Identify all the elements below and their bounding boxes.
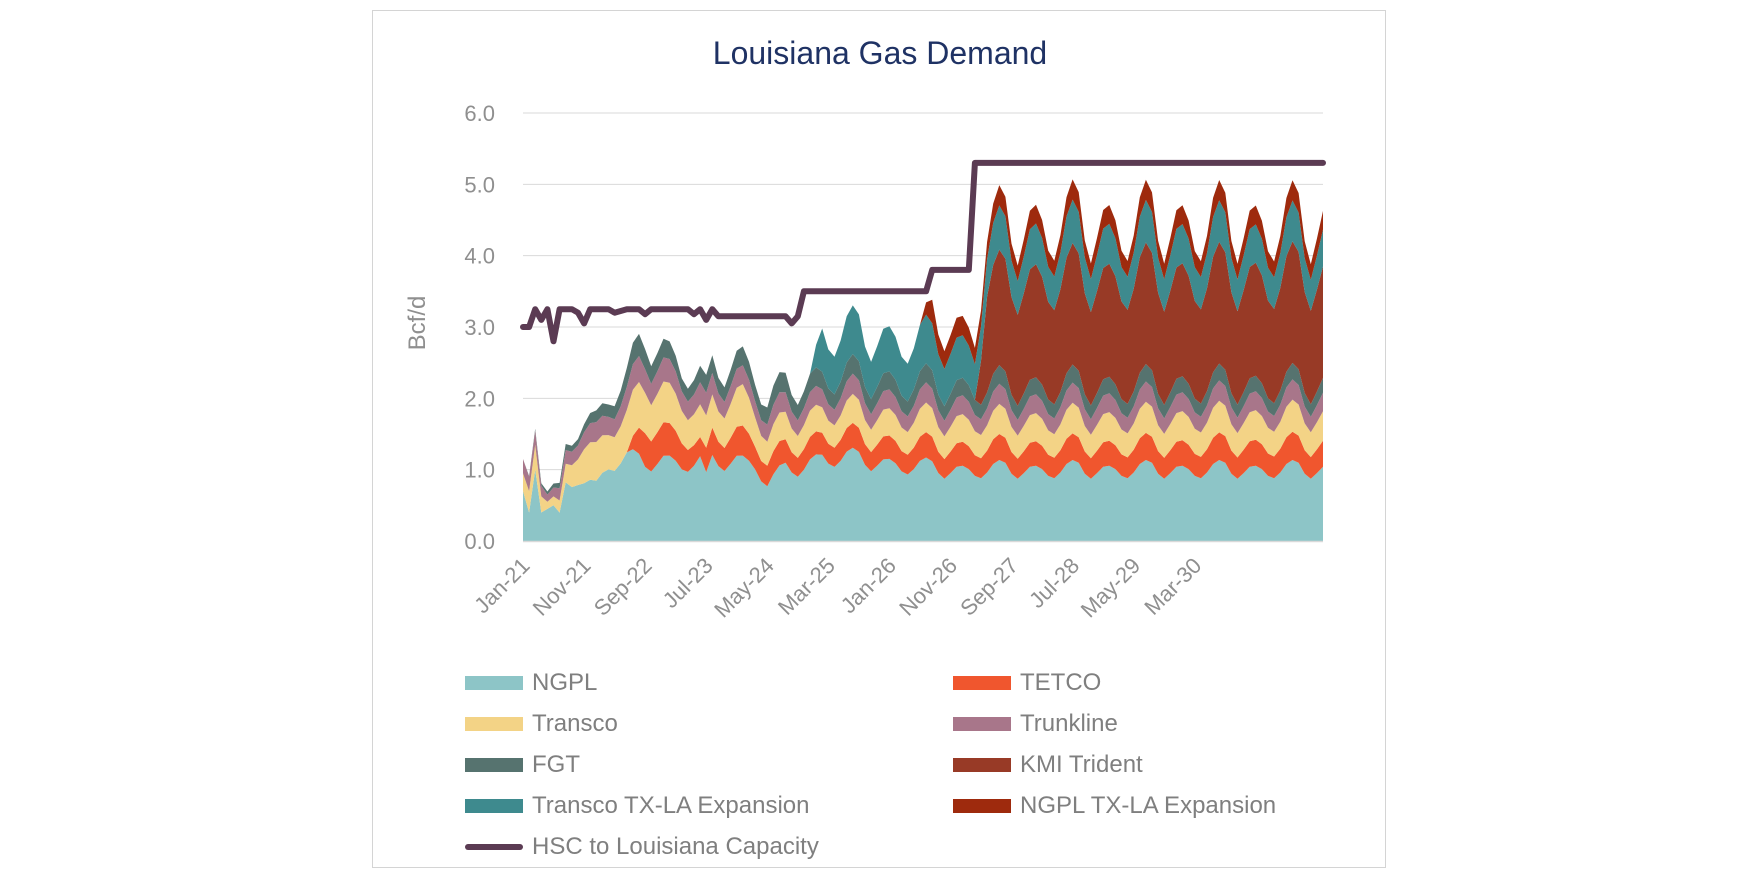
legend-swatch: [953, 758, 1011, 772]
legend-swatch: [465, 717, 523, 731]
chart: Louisiana Gas Demand 0.0 1.0 2.0 3.0 4.0 5.0 6…: [404, 35, 1326, 623]
legend-label: FGT: [532, 751, 580, 778]
legend-label: Transco TX-LA Expansion: [532, 792, 810, 819]
capacity-line: [520, 159, 1326, 345]
legend-item: NGPL TX-LA Expansion: [953, 792, 1276, 820]
legend-label: KMI Trident: [1020, 751, 1143, 778]
legend-label: HSC to Louisiana Capacity: [532, 833, 819, 860]
legend-swatch: [465, 758, 523, 772]
area-series-6: [810, 199, 1323, 407]
x-tick-label: May-29: [1076, 553, 1146, 623]
legend-swatch: [465, 676, 523, 690]
legend-item: FGT: [465, 751, 580, 779]
y-tick-label: 3.0: [464, 315, 495, 340]
legend-item: NGPL: [465, 669, 597, 697]
legend-label: NGPL: [532, 669, 598, 696]
x-tick-label: Mar-25: [773, 553, 840, 620]
legend-swatch: [953, 717, 1011, 731]
y-tick-label: 5.0: [464, 172, 495, 197]
chart-title: Louisiana Gas Demand: [713, 35, 1047, 71]
x-tick-label: Sep-27: [955, 553, 1023, 621]
area-series-0: [523, 447, 1323, 541]
x-tick-label: Mar-30: [1139, 553, 1206, 620]
legend-label: Transco: [532, 710, 618, 737]
area-series-5: [974, 241, 1323, 406]
y-tick-label: 1.0: [464, 458, 495, 483]
x-tick-label: Sep-22: [589, 553, 657, 621]
legend-label: Trunkline: [1020, 710, 1118, 737]
y-tick-label: 2.0: [464, 386, 495, 411]
legend-label: NGPL TX-LA Expansion: [1020, 792, 1277, 819]
y-axis: 0.0 1.0 2.0 3.0 4.0 5.0 6.0: [464, 101, 495, 554]
area-series-3: [523, 356, 1323, 502]
legend-swatch: [953, 799, 1011, 813]
legend-item: HSC to Louisiana Capacity: [465, 833, 819, 861]
x-tick-label: Nov-26: [894, 553, 962, 621]
x-tick-label: Nov-21: [528, 553, 596, 621]
x-tick-label: Jan-26: [836, 553, 901, 618]
y-tick-label: 4.0: [464, 244, 495, 269]
stacked-areas: [523, 179, 1323, 541]
legend-swatch: [465, 799, 523, 813]
y-tick-label: 6.0: [464, 101, 495, 126]
legend-item: TETCO: [953, 669, 1101, 697]
y-axis-label: Bcf/d: [404, 296, 431, 351]
legend-item: Trunkline: [953, 710, 1118, 738]
area-series-1: [626, 422, 1323, 487]
area-series-4: [523, 333, 1323, 495]
x-tick-label: Jan-21: [469, 553, 534, 618]
x-tick-label: May-24: [709, 553, 779, 623]
legend-item: KMI Trident: [953, 751, 1143, 779]
legend-label: TETCO: [1020, 669, 1102, 696]
area-series-2: [523, 381, 1323, 513]
chart-card: Louisiana Gas Demand 0.0 1.0 2.0 3.0 4.0 5.0 6…: [372, 10, 1386, 868]
y-tick-label: 0.0: [464, 529, 495, 554]
legend-item: Transco TX-LA Expansion: [465, 792, 809, 820]
capacity-line-layer: [520, 159, 1326, 345]
legend-item: Transco: [465, 710, 618, 738]
legend-swatch: [953, 676, 1011, 690]
legend-swatch: [465, 844, 523, 850]
